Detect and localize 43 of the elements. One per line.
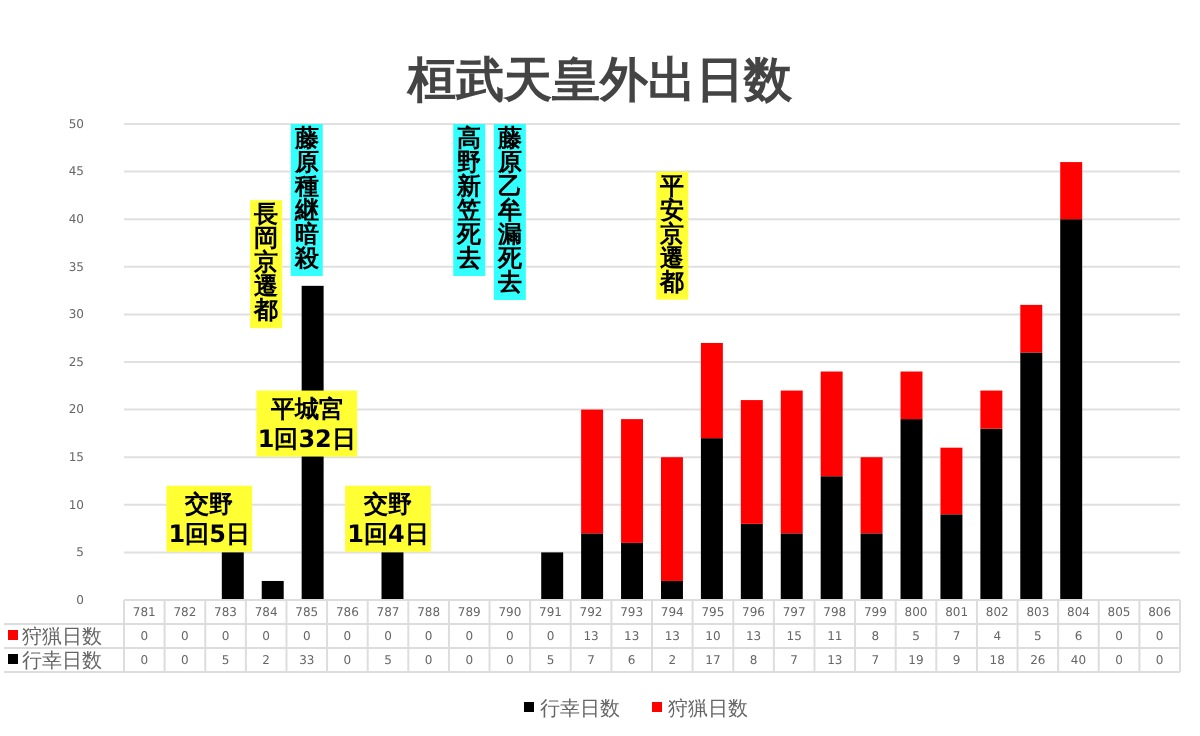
bar: [381, 552, 404, 600]
bar: [660, 580, 683, 600]
annotation: 長岡京遷都: [252, 200, 281, 325]
bar: [261, 580, 284, 600]
legend-label: 行幸日数: [540, 697, 620, 721]
legend-label: 狩猟日数: [668, 697, 748, 721]
annotation: 交野 1回4日: [347, 489, 429, 548]
text: 行幸日数: [22, 651, 102, 673]
bar: [221, 552, 244, 600]
bar: [1060, 162, 1083, 220]
bar: [860, 533, 883, 600]
annotation: 藤原乙牟漏死去: [495, 124, 524, 296]
bar: [780, 390, 803, 534]
bar: [660, 457, 683, 581]
bar: [900, 419, 923, 600]
bar: [780, 533, 803, 600]
chart-title: 桓武天皇外出日数: [406, 52, 794, 108]
bar: [1020, 352, 1043, 600]
annotation: 高野新笠死去: [455, 124, 484, 272]
bar: [621, 542, 644, 600]
bar: [820, 476, 843, 600]
bar: [581, 533, 604, 600]
text: 狩猟日数: [22, 627, 102, 649]
bar: [621, 419, 644, 543]
bar: [581, 409, 604, 534]
bar: [900, 371, 923, 420]
annotation: 平城宮 1回32日: [257, 394, 356, 453]
bar: [700, 438, 723, 600]
bar: [940, 447, 963, 515]
bar: [740, 523, 763, 600]
annotation: 交野 1回5日: [168, 489, 250, 548]
bar: [541, 552, 564, 600]
bar: [820, 371, 843, 477]
bar: [940, 514, 963, 600]
bar: [1020, 304, 1043, 353]
bar: [700, 342, 723, 439]
bar: [980, 428, 1003, 600]
bar: [1060, 219, 1083, 600]
bar: [860, 457, 883, 534]
annotation: 平安京遷都: [658, 171, 687, 296]
annotation: 藤原種継暗殺: [292, 124, 321, 272]
bar: [980, 390, 1003, 429]
bar: [740, 400, 763, 524]
